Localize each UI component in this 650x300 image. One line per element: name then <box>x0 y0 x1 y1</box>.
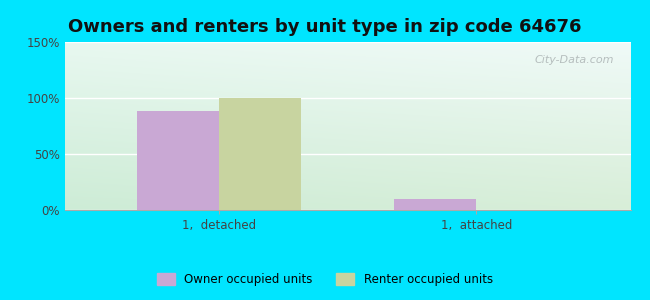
Bar <box>137 111 219 210</box>
Legend: Owner occupied units, Renter occupied units: Owner occupied units, Renter occupied un… <box>153 268 497 291</box>
Bar <box>219 98 302 210</box>
Bar <box>394 199 476 210</box>
Text: Owners and renters by unit type in zip code 64676: Owners and renters by unit type in zip c… <box>68 18 582 36</box>
Text: City-Data.com: City-Data.com <box>534 56 614 65</box>
